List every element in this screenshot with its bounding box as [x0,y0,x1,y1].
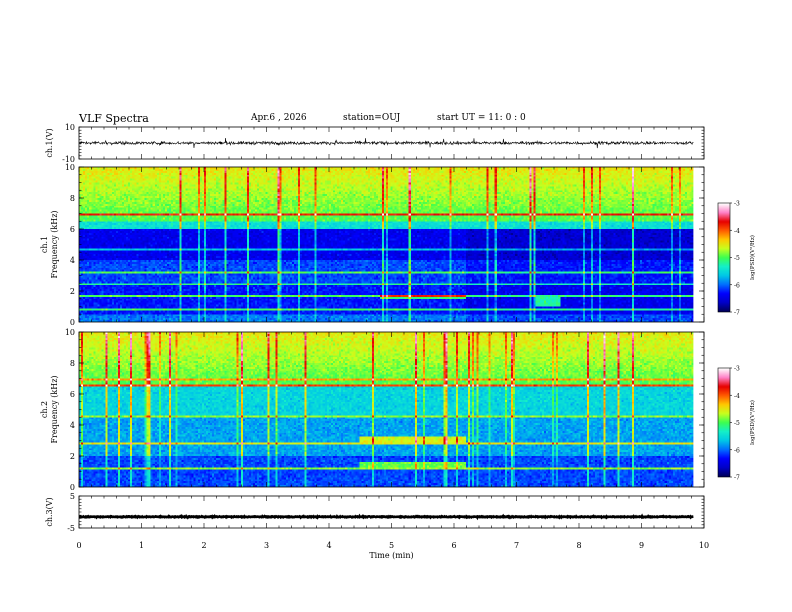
x-tick-label: 8 [576,541,581,550]
x-tick-label: 7 [514,541,519,550]
ch1-colorbar-tick-label: -7 [734,310,740,317]
ch3-wave-ylabel: ch.3(V) [45,497,54,526]
ch1-colorbar-tick-label: -4 [734,228,740,235]
ch2-colorbar-tick-label: -4 [734,393,740,400]
ch2-spec-ytick-label: 2 [70,452,75,461]
ch2-spec-ytick-label: 4 [70,421,75,430]
ch1-spec-ylabel: Frequency (kHz) [50,210,59,278]
ch3-wave-ytick-label: -5 [67,524,75,533]
ch2-spec-ytick-label: 10 [65,328,75,337]
ch2-spec-ytick-label: 0 [70,483,75,492]
ch1-spec-ylabel: ch.1 [40,236,49,253]
ch1-waveform-line [79,137,694,149]
x-tick-label: 3 [264,541,269,550]
ch2-colorbar-tick-label: -5 [734,420,740,427]
ch1-spec-ytick-label: 8 [70,194,75,203]
ch2-spec-ylabel: Frequency (kHz) [50,375,59,443]
x-tick-label: 4 [326,541,331,550]
station-label: station=OUJ [343,113,401,123]
x-tick-label: 0 [76,541,81,550]
ch1-spec-ytick-label: 2 [70,287,75,296]
ch2-colorbar-gradient [718,368,730,477]
x-tick-label: 6 [451,541,456,550]
ch1-spec-ytick-label: 6 [70,225,75,234]
ch1-colorbar-tick-label: -6 [734,282,740,289]
ch2-colorbar-label: log(PSD)(V²/Hz) [749,400,756,445]
ch1-spec-ytick-label: 4 [70,256,75,265]
ch2-spec-ytick-label: 8 [70,359,75,368]
start-ut-label: start UT = 11: 0 : 0 [437,113,526,123]
ch1-wave-ytick-label: 10 [65,123,75,132]
ch1-colorbar-gradient [718,203,730,312]
x-tick-label: 1 [139,541,144,550]
ch1-spec-ytick-label: 0 [70,318,75,327]
ch1-colorbar-tick-label: -5 [734,255,740,262]
ch2-spec-ylabel: ch.2 [40,401,49,418]
x-tick-label: 2 [201,541,206,550]
ch3-waveform-line [79,513,694,521]
x-tick-label: 5 [389,541,394,550]
ch1-wave-ytick-label: -10 [62,155,75,164]
x-axis-label: Time (min) [369,551,413,560]
x-tick-label: 9 [639,541,644,550]
ch2-spec-ytick-label: 6 [70,390,75,399]
figure-title: VLF Spectra [79,112,149,125]
ch1-wave-ylabel: ch.1(V) [45,128,54,157]
ch2-colorbar-tick-label: -3 [734,366,740,373]
ch2-colorbar-tick-label: -6 [734,447,740,454]
ch1-spec-ytick-label: 10 [65,163,75,172]
x-tick-label: 10 [699,541,709,550]
ch2-colorbar-tick-label: -7 [734,475,740,482]
ch2-spectrogram [79,332,694,487]
ch1-spectrogram [79,167,694,322]
ch1-colorbar-label: log(PSD)(V²/Hz) [749,235,756,280]
ch3-wave-ytick-label: 5 [70,492,75,501]
ch1-colorbar-tick-label: -3 [734,201,740,208]
date-label: Apr.6 , 2026 [251,113,307,123]
